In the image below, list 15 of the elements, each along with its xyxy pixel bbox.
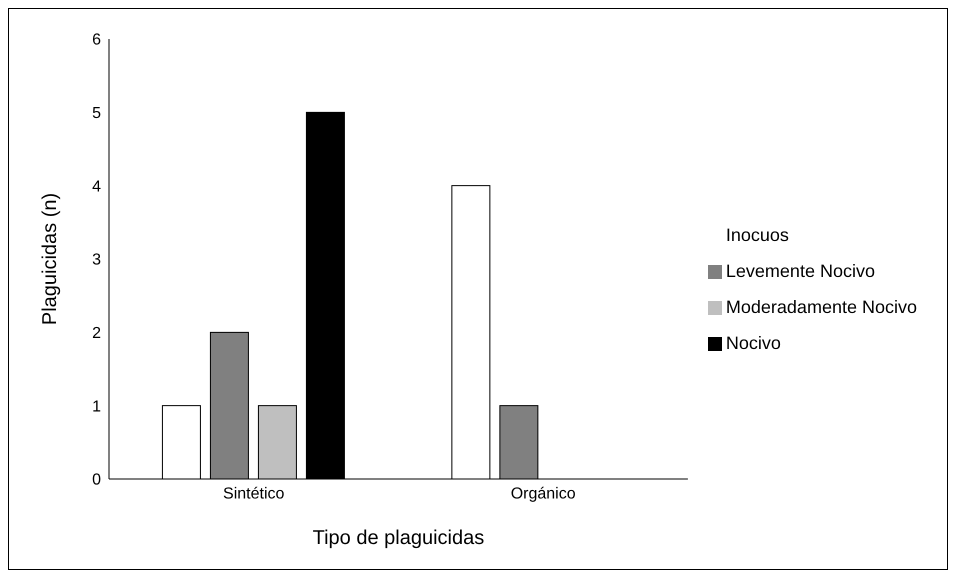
y-tick-label: 0: [92, 472, 102, 489]
y-axis-title: Plaguicidas (n): [39, 192, 62, 326]
x-tick-label: Sintético: [223, 485, 285, 502]
y-tick-label: 4: [92, 178, 102, 196]
y-tick-label: 1: [92, 398, 102, 416]
x-tick-label: Orgánico: [510, 485, 576, 502]
y-tick-label: 5: [92, 105, 102, 122]
y-tick-label: 2: [92, 325, 102, 342]
y-tick-label: 6: [92, 32, 102, 49]
text: Inocuos: [726, 225, 789, 245]
legend-label: Nocivo: [726, 333, 781, 353]
legend-label: Levemente Nocivo: [726, 261, 875, 281]
legend-label: Moderadamente Nocivo: [726, 297, 917, 317]
y-tick-label: 3: [92, 252, 102, 269]
x-axis-title: Tipo de plaguicidas: [312, 527, 484, 549]
